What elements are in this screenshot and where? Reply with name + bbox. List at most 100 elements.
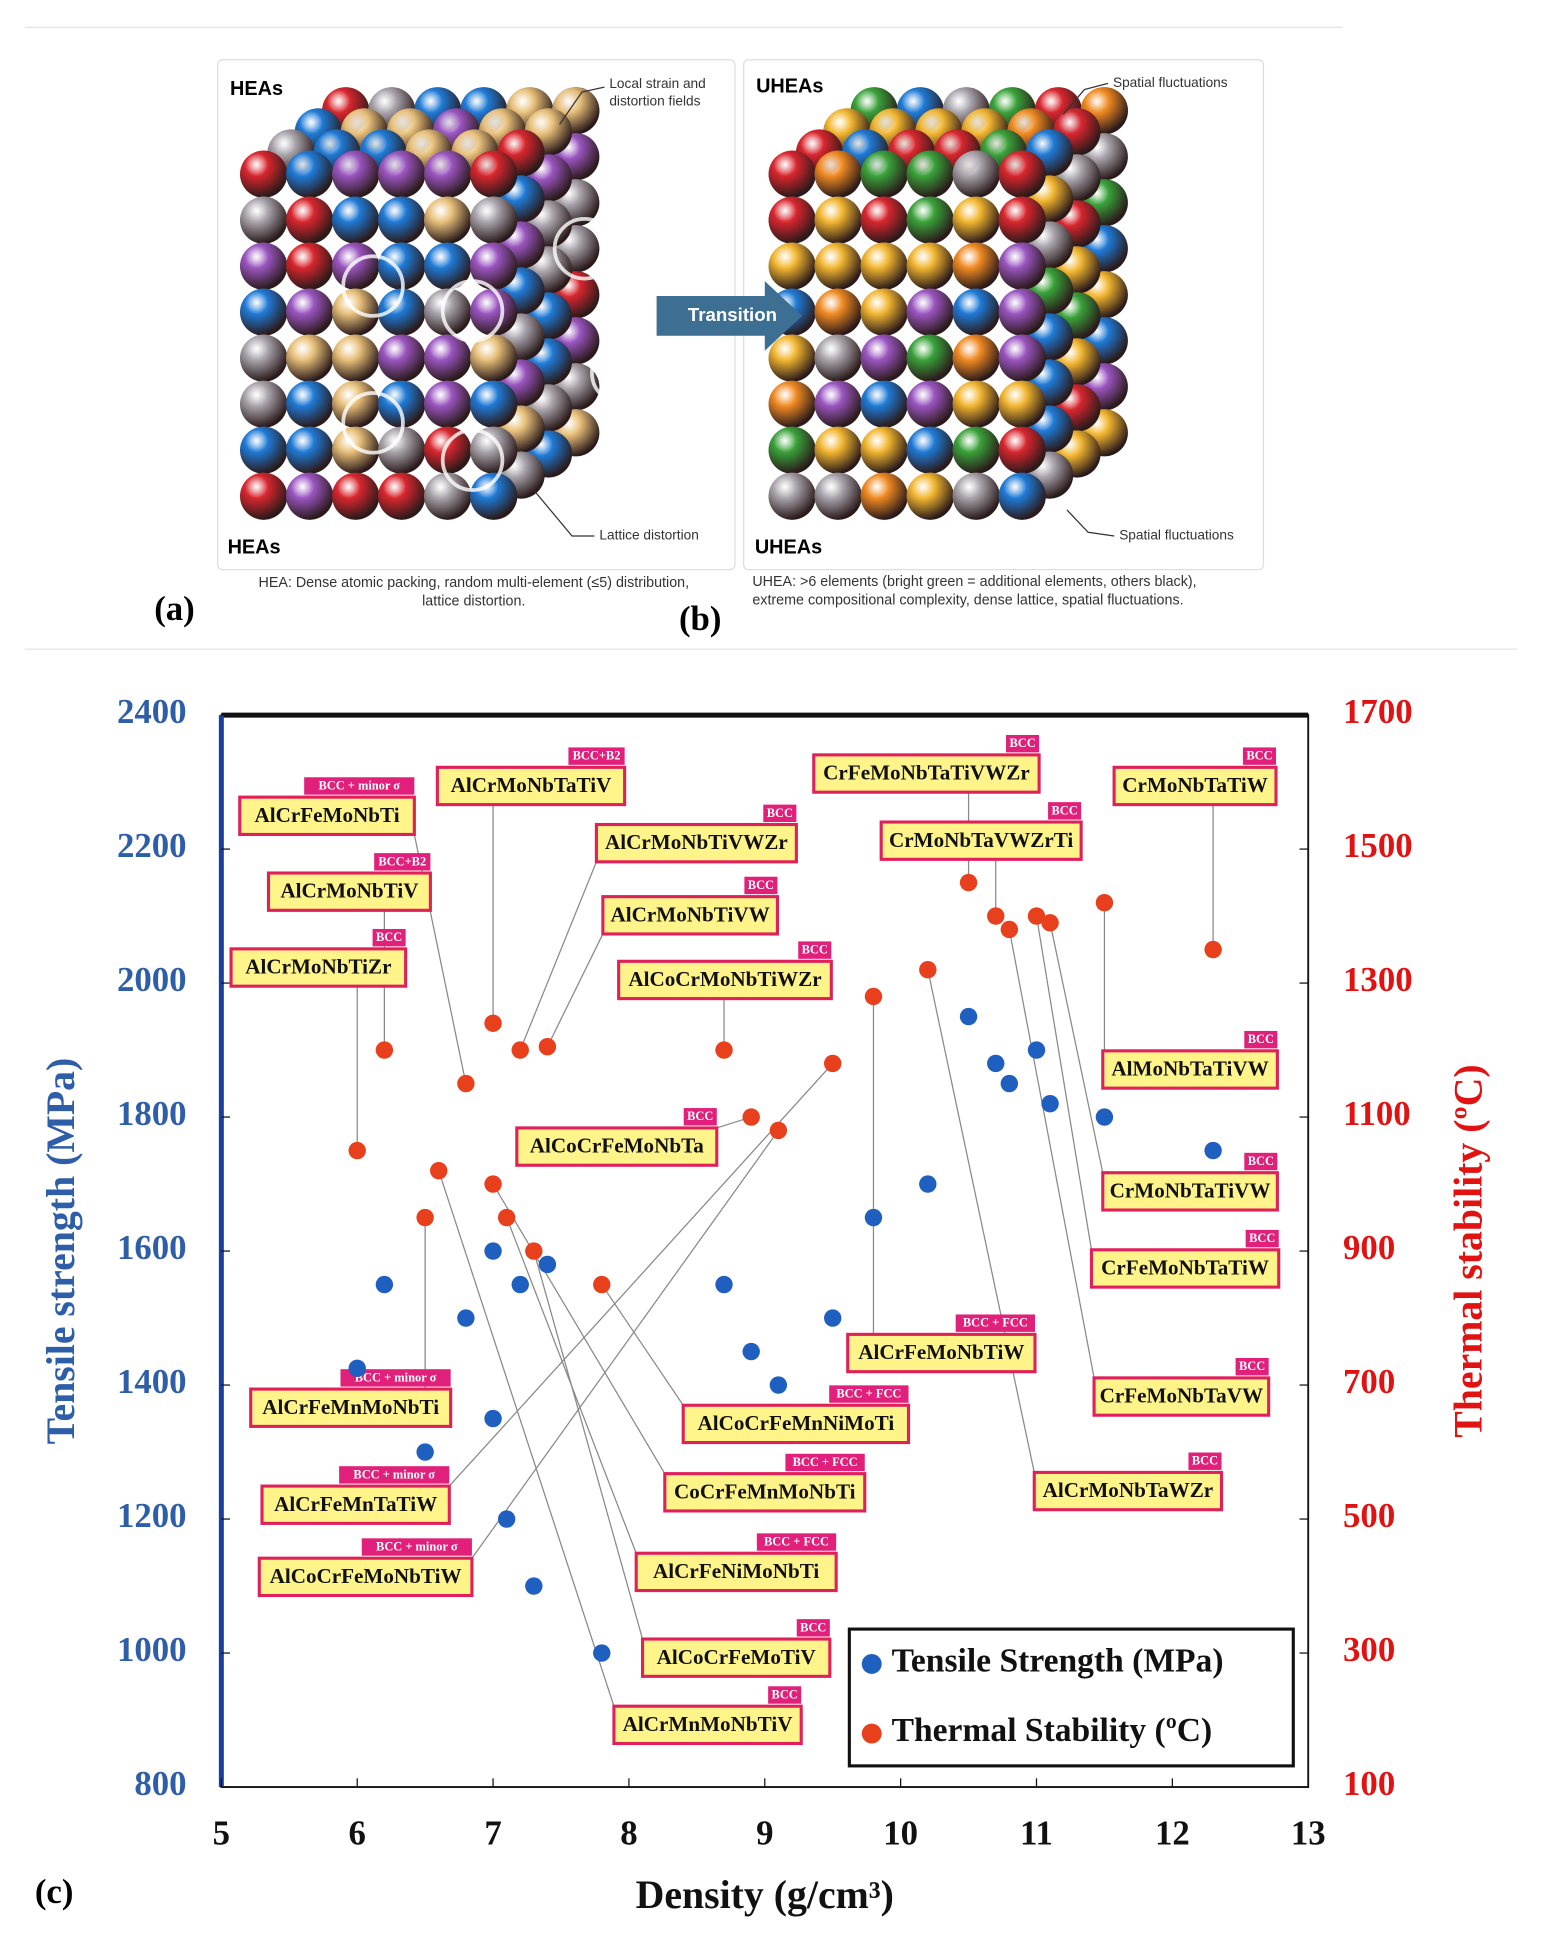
point (769, 1376, 788, 1394)
atom (286, 334, 334, 382)
atom (286, 426, 334, 474)
atom (860, 196, 908, 244)
alloy-box (640, 1637, 832, 1678)
atom (470, 242, 518, 290)
legend-label: Tensile Strength (MPa) (892, 1643, 1224, 1680)
alloy-box (515, 1126, 719, 1167)
atom (286, 242, 334, 290)
alloy-box (594, 822, 798, 864)
atom (424, 380, 472, 428)
atom (906, 288, 954, 336)
panel-title: HEAs (230, 78, 283, 100)
alloy-box (617, 959, 833, 1001)
atom (906, 242, 954, 290)
leader-line (927, 969, 1035, 1473)
atom (906, 196, 954, 244)
callout-line (1062, 82, 1109, 115)
atom (240, 150, 288, 198)
alloy-box (1032, 1470, 1224, 1512)
y2-tick-label: 500 (1343, 1496, 1395, 1535)
point (769, 1121, 788, 1140)
point (987, 1054, 1005, 1073)
phase-label: BCC (687, 1109, 713, 1123)
atom (998, 196, 1046, 244)
annotations: AlCrMoNbTiZr BCC AlCrMoNbTiV BCC+B2 AlCrFeMn… (229, 734, 1281, 1746)
atom (998, 426, 1046, 474)
phase-label: BCC (376, 930, 402, 944)
atom (332, 242, 380, 290)
panel-tag: (b) (679, 599, 722, 638)
callout: Lattice distortion (599, 528, 698, 543)
point (525, 1577, 543, 1595)
alloy-label: AlCrFeMoNbTiW (858, 1340, 1024, 1364)
point (484, 1014, 502, 1032)
point (1204, 1141, 1222, 1160)
atom (906, 472, 954, 520)
x-tick-label: 11 (1020, 1814, 1053, 1853)
y2-tick-label: 900 (1343, 1228, 1395, 1267)
phase-label: BCC (802, 943, 828, 957)
atom (424, 472, 472, 520)
atom (952, 196, 1000, 244)
atom (240, 334, 288, 382)
phase-tag (1245, 1229, 1279, 1248)
atom (424, 242, 472, 290)
alloy-box (266, 871, 432, 912)
phase-label: BCC (1051, 803, 1077, 817)
point (416, 1443, 434, 1461)
phase-tag (768, 1686, 802, 1704)
point (375, 1275, 394, 1294)
panel-tag: (c) (35, 1872, 74, 1911)
alloy-label: AlCrMoNbTiV (280, 879, 419, 903)
leader-line (601, 1284, 684, 1406)
alloy-box (812, 753, 1041, 794)
leader-line (519, 861, 597, 1051)
point (919, 960, 937, 979)
alloy-box (681, 1403, 911, 1445)
atom (906, 426, 954, 474)
y-tick-label: 2000 (117, 960, 187, 999)
atom (814, 288, 862, 336)
x-tick-label: 7 (484, 1814, 501, 1853)
point (348, 1141, 366, 1160)
atom (860, 288, 908, 336)
atom (378, 196, 426, 244)
alloy-box (1112, 765, 1278, 807)
strain-ring (341, 254, 405, 318)
caption: extreme compositional complexity, dense … (752, 592, 1183, 608)
point (1041, 1094, 1059, 1113)
y-tick-label: 1800 (117, 1094, 187, 1133)
atom (998, 150, 1046, 198)
y-tick-label: 2200 (117, 826, 187, 865)
alloy-label: CrFeMoNbTaTiVWZr (823, 761, 1030, 785)
point (864, 987, 883, 1006)
point (1095, 1108, 1114, 1126)
alloy-label: AlCrMnMoNbTiV (623, 1712, 794, 1736)
phase-label: BCC (1248, 1032, 1274, 1046)
atom (906, 380, 954, 428)
point (457, 1309, 475, 1327)
callout-line (1066, 509, 1115, 537)
point (416, 1208, 434, 1227)
strain-ring (341, 391, 405, 455)
atom (378, 334, 426, 382)
y2-axis-title: Thermal stability (ºC) (1446, 1064, 1490, 1437)
atom (814, 196, 862, 244)
atom (332, 472, 380, 520)
atom (332, 334, 380, 382)
atom (860, 242, 908, 290)
leader-lines (356, 792, 1214, 1707)
point (1000, 1074, 1019, 1093)
point (525, 1242, 543, 1260)
phase-label: BCC + minor σ (355, 1370, 437, 1384)
y-tick-label: 2400 (117, 692, 187, 731)
leader-line (533, 1250, 644, 1640)
atom (998, 380, 1046, 428)
phase-tag (340, 1369, 451, 1387)
callout: Local strain and (609, 76, 705, 91)
atom (240, 472, 288, 520)
legend-marker (861, 1653, 882, 1674)
atom (768, 242, 816, 290)
phase-label: BCC (767, 806, 793, 820)
atom (240, 426, 288, 474)
